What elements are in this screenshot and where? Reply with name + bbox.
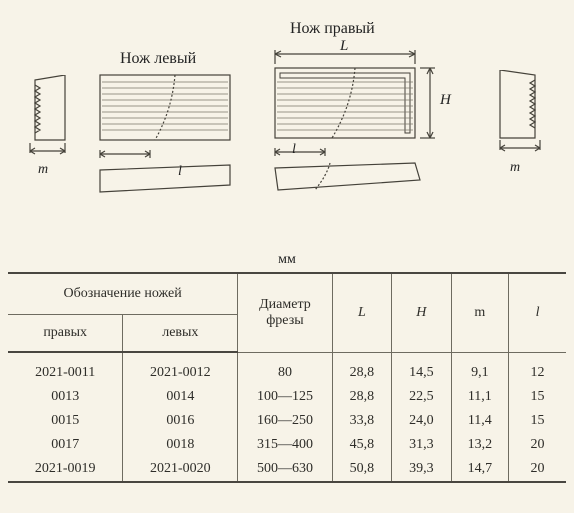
cell-diam: 160—250 xyxy=(238,409,332,433)
cell-l: 15 xyxy=(509,385,566,409)
cell-diam: 500—630 xyxy=(238,457,332,481)
cell-left: 0014 xyxy=(123,385,238,409)
cell-l: 12 xyxy=(509,352,566,385)
cell-right: 0013 xyxy=(8,385,123,409)
table-row: 00170018315—40045,831,313,220 xyxy=(8,433,566,457)
left-knife-front-icon xyxy=(95,70,245,200)
cell-H: 14,5 xyxy=(392,352,451,385)
cell-H: 31,3 xyxy=(392,433,451,457)
cell-left: 2021-0020 xyxy=(123,457,238,481)
dim-H: H xyxy=(440,92,451,109)
dim-m-left: m xyxy=(38,162,48,178)
cell-diam: 100—125 xyxy=(238,385,332,409)
cell-l: 20 xyxy=(509,457,566,481)
cell-left: 0016 xyxy=(123,409,238,433)
cell-left: 2021-0012 xyxy=(123,352,238,385)
hdr-group: Обозначение ножей xyxy=(8,274,238,315)
label-left-knife: Нож левый xyxy=(120,50,196,68)
cell-H: 39,3 xyxy=(392,457,451,481)
unit-label: мм xyxy=(0,250,574,268)
cell-right: 2021-0011 xyxy=(8,352,123,385)
hdr-L: L xyxy=(332,274,391,352)
hdr-l: l xyxy=(509,274,566,352)
cell-L: 45,8 xyxy=(332,433,391,457)
left-end-view-icon xyxy=(20,75,80,190)
table-row: 00150016160—25033,824,011,415 xyxy=(8,409,566,433)
cell-diam: 315—400 xyxy=(238,433,332,457)
cell-left: 0018 xyxy=(123,433,238,457)
hdr-diam: Диаметр фрезы xyxy=(238,274,332,352)
right-knife-front-icon xyxy=(260,40,470,205)
dim-l-left: l xyxy=(178,164,182,180)
table-row: 00130014100—12528,822,511,115 xyxy=(8,385,566,409)
cell-m: 9,1 xyxy=(451,352,508,385)
cell-l: 20 xyxy=(509,433,566,457)
cell-right: 2021-0019 xyxy=(8,457,123,481)
cell-right: 0017 xyxy=(8,433,123,457)
table-row: 2021-00192021-0020500—63050,839,314,720 xyxy=(8,457,566,481)
dim-L: L xyxy=(340,38,348,55)
dim-l-right: l xyxy=(292,142,296,158)
cell-m: 13,2 xyxy=(451,433,508,457)
hdr-H: H xyxy=(392,274,451,352)
dim-m-right: m xyxy=(510,160,520,176)
spec-table: Обозначение ножей Диаметр фрезы L H m l … xyxy=(8,272,566,483)
cell-m: 11,1 xyxy=(451,385,508,409)
cell-L: 33,8 xyxy=(332,409,391,433)
cell-L: 50,8 xyxy=(332,457,391,481)
cell-L: 28,8 xyxy=(332,352,391,385)
hdr-m: m xyxy=(451,274,508,352)
right-end-view-icon xyxy=(490,70,555,185)
hdr-left-col: левых xyxy=(123,315,238,353)
technical-diagram: Нож левый Нож правый m xyxy=(0,0,574,250)
cell-diam: 80 xyxy=(238,352,332,385)
cell-m: 11,4 xyxy=(451,409,508,433)
cell-L: 28,8 xyxy=(332,385,391,409)
table-row: 2021-00112021-00128028,814,59,112 xyxy=(8,352,566,385)
hdr-right-col: правых xyxy=(8,315,123,353)
cell-m: 14,7 xyxy=(451,457,508,481)
cell-H: 22,5 xyxy=(392,385,451,409)
cell-l: 15 xyxy=(509,409,566,433)
cell-right: 0015 xyxy=(8,409,123,433)
cell-H: 24,0 xyxy=(392,409,451,433)
label-right-knife: Нож правый xyxy=(290,20,375,38)
